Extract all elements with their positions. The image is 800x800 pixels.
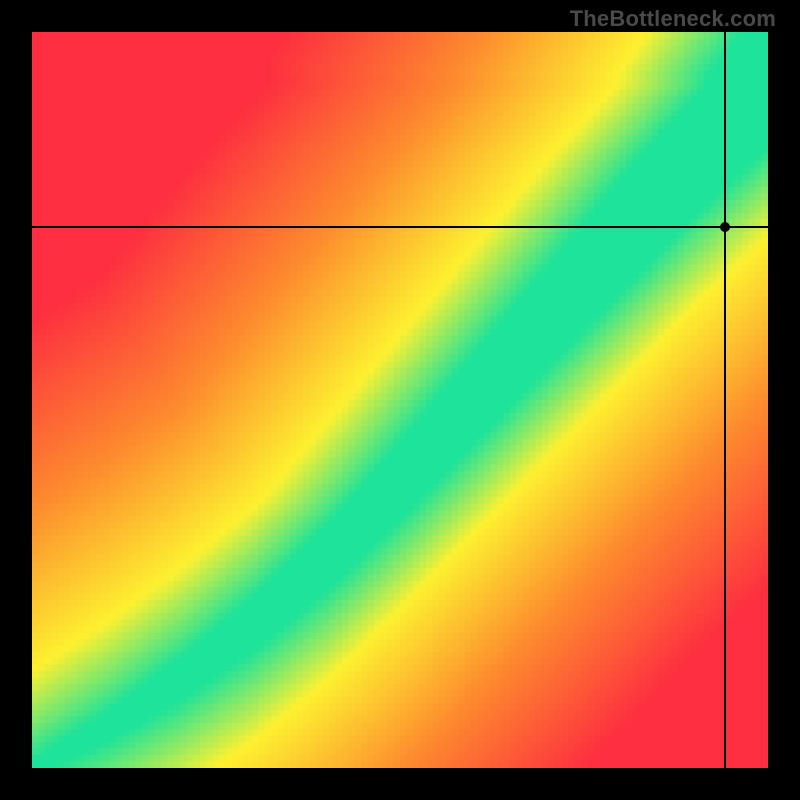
chart-container: TheBottleneck.com [0, 0, 800, 800]
crosshair-horizontal [0, 226, 800, 228]
watermark-text: TheBottleneck.com [570, 6, 776, 32]
crosshair-vertical [724, 0, 726, 800]
heatmap-canvas [32, 32, 768, 768]
heatmap-plot [32, 32, 768, 768]
